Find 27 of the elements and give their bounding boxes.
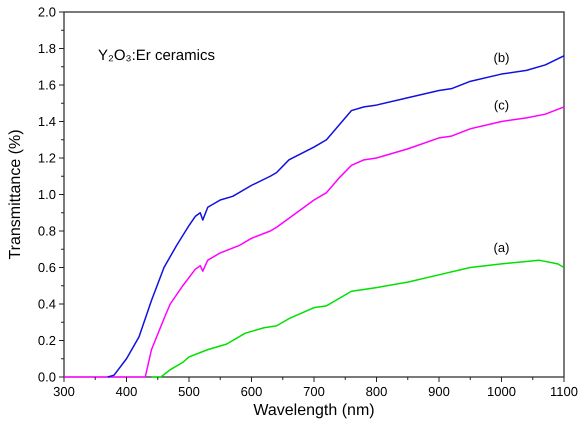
x-tick-label: 600 — [240, 384, 262, 399]
y-tick-label: 0.4 — [38, 296, 56, 312]
series-label: (b) — [494, 50, 510, 66]
series-label: (a) — [494, 240, 510, 255]
series-label: (c) — [494, 98, 510, 112]
y-tick-label: 0.6 — [38, 260, 56, 276]
x-tick-label: 500 — [178, 384, 200, 399]
annotation: Y₂O₃:Er ceramics — [98, 47, 215, 64]
line-series — [150, 259, 565, 378]
y-tick-label: 1.6 — [38, 78, 56, 93]
x-tick-label: 700 — [303, 384, 325, 399]
y-axis-title: Transmittance (%) — [7, 129, 24, 260]
y-tick-label: 0.2 — [38, 333, 56, 348]
y-tick-label: 1.8 — [38, 41, 56, 56]
x-tick-label: 300 — [53, 384, 75, 399]
x-tick-label: 400 — [116, 384, 138, 399]
x-tick-label: 900 — [428, 384, 450, 399]
y-tick-label: 2.0 — [38, 4, 56, 20]
x-tick-label: 1100 — [550, 384, 578, 399]
y-tick-label: 1.0 — [38, 187, 56, 202]
x-axis-title: Wavelength (nm) — [253, 402, 375, 419]
y-tick-label: 1.2 — [38, 150, 56, 166]
x-tick-label: 800 — [366, 384, 388, 399]
y-tick-label: 0.0 — [38, 370, 56, 385]
y-tick-label: 0.8 — [38, 224, 56, 239]
y-tick-label: 1.4 — [38, 114, 56, 130]
x-tick-label: 1000 — [487, 384, 516, 399]
